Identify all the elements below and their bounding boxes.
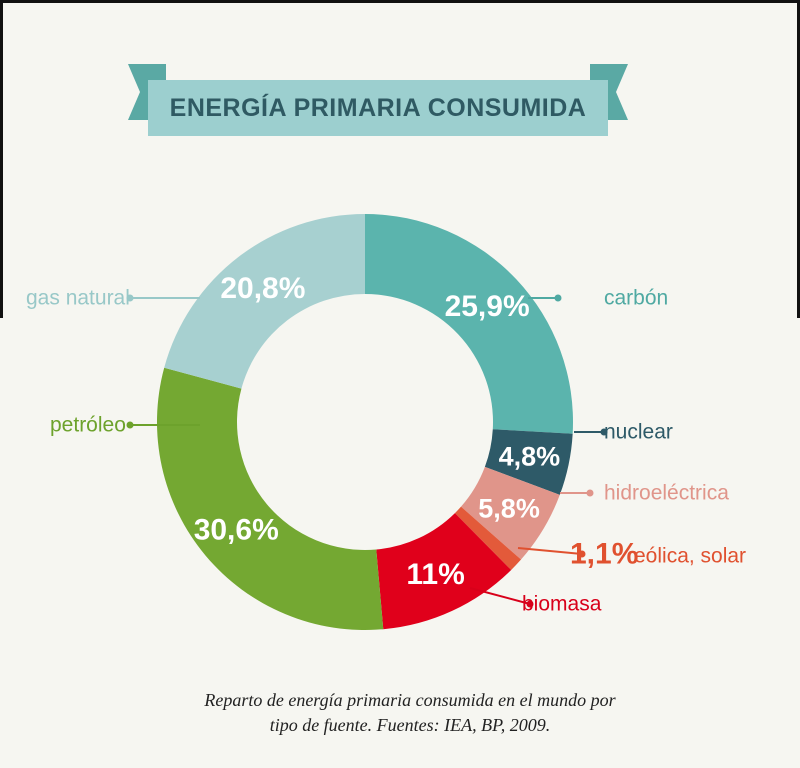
value-label-eolica-solar: 1,1% (570, 538, 638, 571)
caption-line-2: tipo de fuente. Fuentes: IEA, BP, 2009. (269, 715, 551, 735)
slice-petroleo (157, 367, 384, 630)
leader-dot-petroleo (126, 421, 134, 429)
leader-line-biomasa (469, 587, 531, 605)
slice-biomasa (376, 513, 512, 630)
leader-dot-biomasa (526, 600, 534, 608)
slice-gas-natural (164, 214, 365, 389)
title-banner: ENERGÍA PRIMARIA CONSUMIDA (128, 62, 628, 138)
frame-border-top (0, 0, 800, 3)
category-label-eolica-solar: eólica, solar (634, 545, 746, 568)
leader-dot-eolica-solar (578, 550, 586, 558)
category-label-carbon: carbón (604, 287, 668, 310)
frame-border-right (797, 0, 800, 318)
slice-eolica-solar (454, 506, 522, 570)
leader-dot-hidroelectrica (586, 489, 594, 497)
leader-line-eolica-solar (517, 547, 583, 555)
slice-carbon (365, 214, 573, 434)
value-label-petroleo: 30,6% (194, 513, 279, 546)
value-label-gas-natural: 20,8% (220, 272, 305, 305)
frame-border-left (0, 0, 3, 318)
category-label-biomasa: biomasa (522, 593, 602, 616)
leader-dot-gas-natural (126, 294, 134, 302)
category-label-gas-natural: gas natural (26, 287, 130, 310)
ribbon-shape (128, 64, 628, 136)
value-label-carbon: 25,9% (445, 290, 530, 323)
value-label-biomasa: 11% (406, 558, 464, 591)
chart-title: ENERGÍA PRIMARIA CONSUMIDA (169, 93, 587, 122)
donut-chart: 25,9% 4,8% 5,8% 11% 30,6% 20,8% carbón nuclear h… (26, 214, 746, 630)
slice-nuclear (484, 429, 573, 495)
category-label-hidroelectrica: hidroeléctrica (604, 482, 729, 505)
value-label-nuclear: 4,8% (499, 442, 561, 472)
leader-dot-carbon (554, 294, 562, 302)
caption-line-1: Reparto de energía primaria consumida en… (204, 690, 616, 710)
slice-hidroelectrica (461, 466, 560, 560)
leader-dot-nuclear (600, 428, 608, 436)
category-label-petroleo: petróleo (50, 414, 126, 437)
category-label-nuclear: nuclear (604, 421, 673, 444)
caption: Reparto de energía primaria consumida en… (100, 688, 720, 738)
value-label-hidroelectrica: 5,8% (478, 493, 540, 523)
